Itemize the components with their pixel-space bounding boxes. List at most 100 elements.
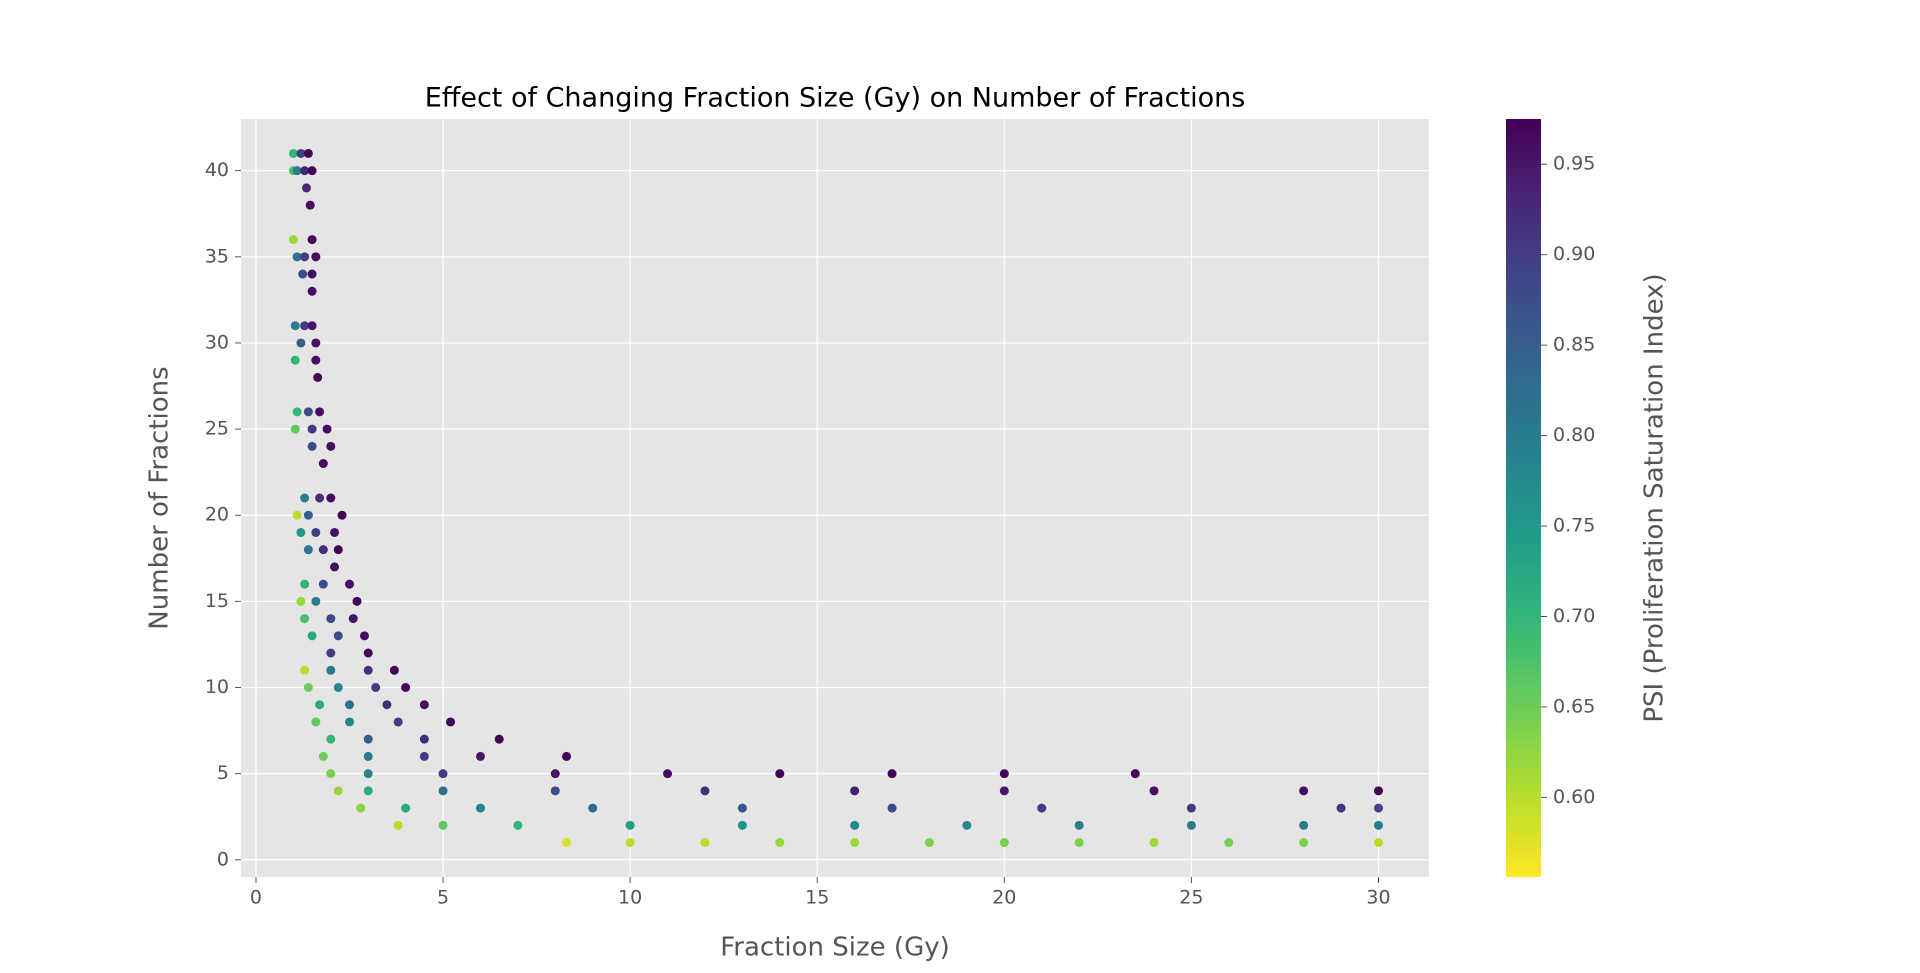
scatter-point — [1299, 838, 1309, 848]
scatter-point — [1299, 786, 1309, 796]
y-axis-label: Number of Fractions — [145, 366, 175, 629]
scatter-point — [303, 510, 313, 520]
scatter-point — [1186, 803, 1196, 813]
scatter-point — [296, 338, 306, 348]
scatter-point — [292, 510, 302, 520]
scatter-point — [775, 838, 785, 848]
scatter-point — [311, 252, 321, 262]
scatter-point — [326, 734, 336, 744]
scatter-point — [1074, 820, 1084, 830]
scatter-point — [352, 596, 362, 606]
scatter-point — [292, 252, 302, 262]
scatter-point — [389, 665, 399, 675]
scatter-point — [300, 493, 310, 503]
y-tick-label: 20 — [205, 504, 229, 526]
scatter-point — [550, 769, 560, 779]
scatter-point — [663, 769, 673, 779]
scatter-point — [298, 269, 308, 279]
x-tick-label: 15 — [805, 887, 829, 909]
scatter-point — [305, 200, 315, 210]
colorbar-tick-label: 0.75 — [1553, 515, 1595, 537]
scatter-point — [311, 338, 321, 348]
scatter-point — [296, 596, 306, 606]
scatter-point — [700, 838, 710, 848]
scatter-point — [307, 321, 317, 331]
chart-title: Effect of Changing Fraction Size (Gy) on… — [425, 83, 1246, 114]
scatter-point — [303, 407, 313, 417]
colorbar-tick-label: 0.70 — [1553, 605, 1595, 627]
scatter-point — [999, 838, 1009, 848]
scatter-point — [1224, 838, 1234, 848]
scatter-point — [326, 493, 336, 503]
scatter-point — [1130, 769, 1140, 779]
scatter-point — [382, 700, 392, 710]
colorbar-tick-label: 0.85 — [1553, 334, 1595, 356]
scatter-point — [288, 235, 298, 245]
scatter-point — [999, 769, 1009, 779]
scatter-point — [315, 493, 325, 503]
scatter-point — [999, 786, 1009, 796]
scatter-point — [311, 596, 321, 606]
scatter-point — [318, 579, 328, 589]
y-tick-label: 30 — [205, 331, 229, 353]
scatter-point — [290, 321, 300, 331]
scatter-point — [356, 803, 366, 813]
scatter-point — [345, 717, 355, 727]
scatter-point — [311, 717, 321, 727]
scatter-point — [475, 751, 485, 761]
scatter-point — [438, 786, 448, 796]
scatter-point — [311, 527, 321, 537]
scatter-point — [588, 803, 598, 813]
scatter-point — [326, 665, 336, 675]
scatter-point — [737, 803, 747, 813]
scatter-point — [303, 683, 313, 692]
scatter-point — [562, 751, 572, 761]
scatter-point — [311, 355, 321, 365]
scatter-point — [446, 717, 456, 727]
colorbar-label: PSI (Proliferation Saturation Index) — [1640, 273, 1670, 722]
scatter-point — [307, 631, 317, 641]
scatter-point — [315, 407, 325, 417]
scatter-point — [300, 252, 310, 262]
scatter-point — [345, 700, 355, 710]
scatter-point — [290, 424, 300, 434]
scatter-point — [887, 803, 897, 813]
scatter-point — [288, 148, 298, 158]
scatter-point — [326, 614, 336, 624]
scatter-point — [1373, 786, 1383, 796]
y-tick-label: 25 — [205, 418, 229, 440]
colorbar-tick-label: 0.60 — [1553, 786, 1595, 808]
scatter-point — [625, 820, 635, 830]
scatter-point — [962, 820, 972, 830]
colorbar — [1506, 119, 1541, 877]
scatter-point — [296, 527, 306, 537]
scatter-point — [292, 166, 302, 176]
scatter-point — [419, 700, 429, 710]
x-tick-label: 30 — [1366, 887, 1390, 909]
scatter-point — [307, 441, 317, 451]
scatter-point — [345, 579, 355, 589]
scatter-point — [401, 803, 411, 813]
scatter-point — [887, 769, 897, 779]
scatter-point — [359, 631, 369, 641]
scatter-point — [625, 838, 635, 848]
scatter-point — [393, 820, 403, 830]
scatter-point — [494, 734, 504, 744]
x-tick-label: 0 — [250, 887, 262, 909]
scatter-point — [924, 838, 934, 848]
y-tick-label: 40 — [205, 159, 229, 181]
scatter-point — [363, 665, 373, 675]
scatter-point — [850, 820, 860, 830]
y-tick-label: 5 — [217, 762, 229, 784]
scatter-point — [333, 683, 343, 692]
scatter-point — [1299, 820, 1309, 830]
scatter-point — [348, 614, 358, 624]
scatter-point — [333, 545, 343, 555]
x-axis-label: Fraction Size (Gy) — [720, 933, 950, 963]
scatter-point — [326, 648, 336, 658]
scatter-point — [300, 579, 310, 589]
colorbar-tick-label: 0.95 — [1553, 153, 1595, 175]
scatter-point — [333, 786, 343, 796]
colorbar-tick-label: 0.80 — [1553, 424, 1595, 446]
